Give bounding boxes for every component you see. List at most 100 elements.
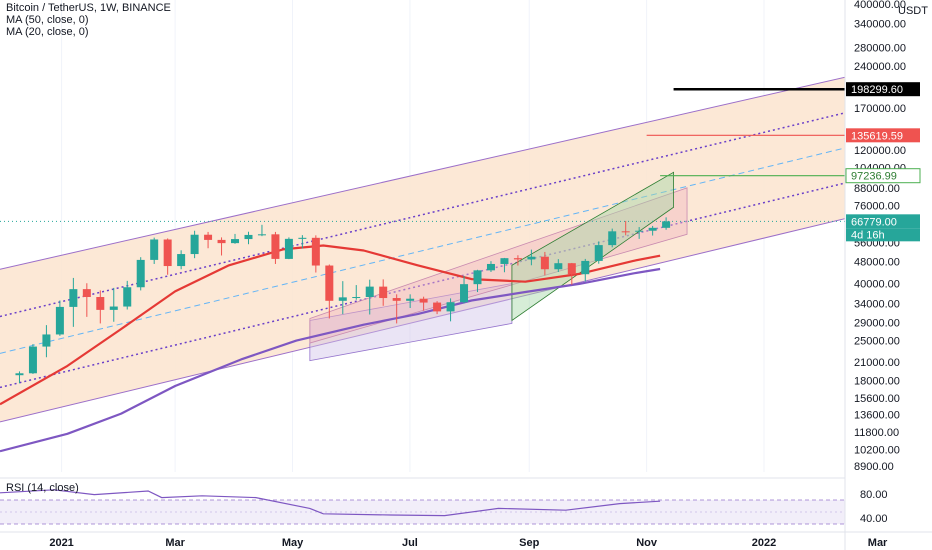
candle-body (540, 256, 549, 270)
rsi-legend[interactable]: RSI (14, close) (6, 482, 79, 494)
x-tick-label: Jul (402, 537, 418, 549)
candle-body (123, 287, 132, 307)
candle-body (257, 234, 266, 236)
pink-channel (309, 187, 688, 344)
candle-body (163, 239, 172, 267)
y-tick-label: 15600.00 (854, 393, 900, 405)
candle-body (419, 298, 428, 303)
y-tick-label: 11800.00 (854, 427, 899, 439)
price-tag-black (846, 82, 920, 97)
y-tick-label: 8900.00 (854, 461, 894, 473)
x-tick-label: Nov (636, 537, 658, 549)
candle-body (15, 373, 24, 376)
candle-body (527, 256, 536, 260)
green-flag-channel (511, 171, 674, 322)
candle-body (204, 234, 213, 240)
channel-lower-dotted (0, 182, 845, 389)
y-tick-label: 170000.00 (854, 103, 906, 115)
candle-body (28, 346, 37, 374)
candle-body (379, 286, 388, 299)
ma50-line (0, 267, 661, 453)
y-tick-label: 88000.00 (854, 183, 900, 195)
ma50-legend[interactable]: MA (50, close, 0) (6, 14, 89, 26)
x-tick-label: Sep (519, 537, 539, 549)
x-tick-label: 2022 (752, 537, 776, 549)
y-tick-label: 280000.00 (854, 42, 906, 54)
candle-body (433, 302, 442, 312)
y-tick-label: 13600.00 (854, 410, 900, 422)
candle-body (55, 306, 64, 335)
currency-label: USDT (898, 5, 928, 17)
x-tick-label: Mar (165, 537, 185, 549)
price-tag-green (845, 168, 921, 184)
y-tick-label: 18000.00 (854, 375, 900, 387)
channel-top-line (0, 76, 845, 270)
y-tick-label: 120000.00 (854, 145, 906, 157)
candle-body (513, 258, 522, 260)
candle-body (554, 263, 563, 270)
growth-channel-fill (0, 77, 845, 422)
price-tag-label: 198299.60 (851, 84, 903, 96)
candle-body (244, 234, 253, 240)
candle-body (473, 270, 482, 285)
price-plot (0, 0, 845, 472)
x-tick-label: May (282, 537, 304, 549)
x-tick-label: 2021 (49, 537, 73, 549)
candle-body (446, 302, 455, 312)
ma20-line (0, 244, 661, 406)
y-tick-label: 10200.00 (854, 444, 900, 456)
candle-body (621, 231, 630, 233)
rsi-tick-label: 80.00 (860, 489, 888, 501)
y-tick-label: 400000.00 (854, 0, 906, 11)
x-tick-label: Mar (868, 537, 888, 549)
y-tick-label: 48000.00 (854, 256, 900, 268)
candle-body (109, 306, 118, 310)
candle-body (311, 237, 320, 266)
candle-body (325, 265, 334, 301)
candle-body (365, 286, 374, 298)
candle-body (648, 227, 657, 231)
candle-body (635, 230, 644, 232)
candle-body (486, 263, 495, 271)
y-tick-label: 340000.00 (854, 19, 906, 31)
channel-mid-dashed (0, 147, 845, 354)
y-tick-label: 25000.00 (854, 336, 900, 348)
candle-body (96, 297, 105, 310)
channel-bottom-line (0, 218, 845, 423)
symbol-legend[interactable]: Bitcoin / TetherUS, 1W, BINANCE (6, 2, 171, 14)
price-tag-last (846, 214, 920, 229)
candle-body (352, 297, 361, 299)
candle-body (581, 260, 590, 275)
candle-body (406, 298, 415, 301)
candle-body (567, 263, 576, 275)
candle-body (217, 239, 226, 244)
candle-body (177, 254, 186, 267)
candle-body (136, 259, 145, 288)
candle-body (500, 258, 509, 264)
price-tag-label: 66779.00 (851, 216, 897, 228)
y-tick-label: 240000.00 (854, 61, 906, 73)
ma20-legend[interactable]: MA (20, close, 0) (6, 26, 89, 38)
candle-body (42, 334, 51, 347)
candle-body (338, 297, 347, 301)
candle-body (460, 284, 469, 303)
countdown-tag (846, 228, 920, 242)
candle-body (231, 239, 240, 244)
candle-body (284, 238, 293, 259)
candle-body (271, 234, 280, 259)
candle-body (190, 234, 199, 255)
price-tag-red (846, 128, 920, 143)
candle-body (150, 239, 159, 260)
candle-body (608, 231, 617, 246)
price-tag-label: 135619.59 (851, 130, 903, 142)
y-tick-label: 21000.00 (854, 357, 900, 369)
y-tick-label: 34000.00 (854, 298, 900, 310)
countdown-label: 4d 16h (851, 229, 885, 241)
candle-body (82, 289, 91, 298)
channel-upper-dotted (0, 112, 845, 318)
candle-body (69, 289, 78, 307)
candle-body (298, 237, 307, 239)
price-tag-label: 97236.99 (851, 171, 897, 183)
